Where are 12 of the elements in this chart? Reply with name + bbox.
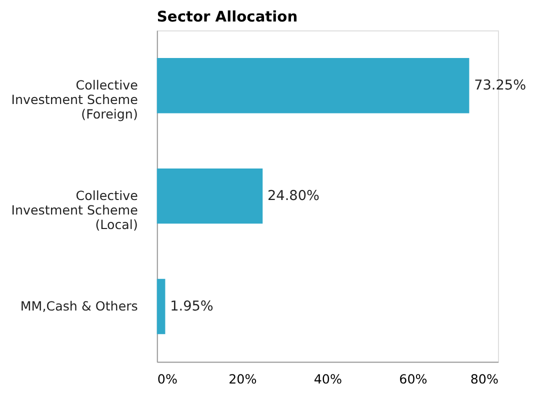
x-tick-label: 80% [470,372,498,387]
data-label: 24.80% [268,188,320,204]
x-tick-label: 20% [228,372,257,387]
y-tick-label: Collective Investment Scheme (Foreign) [11,78,138,122]
chart-title: Sector Allocation [156,8,298,26]
x-tick-label: 0% [157,372,178,387]
data-label: 1.95% [170,298,214,314]
x-tick-label: 60% [399,372,428,387]
y-tick-label: Collective Investment Scheme (Local) [11,188,138,232]
y-tick-label: MM,Cash & Others [20,298,138,314]
x-tick-label: 40% [314,372,342,387]
data-label: 73.25% [474,78,526,94]
